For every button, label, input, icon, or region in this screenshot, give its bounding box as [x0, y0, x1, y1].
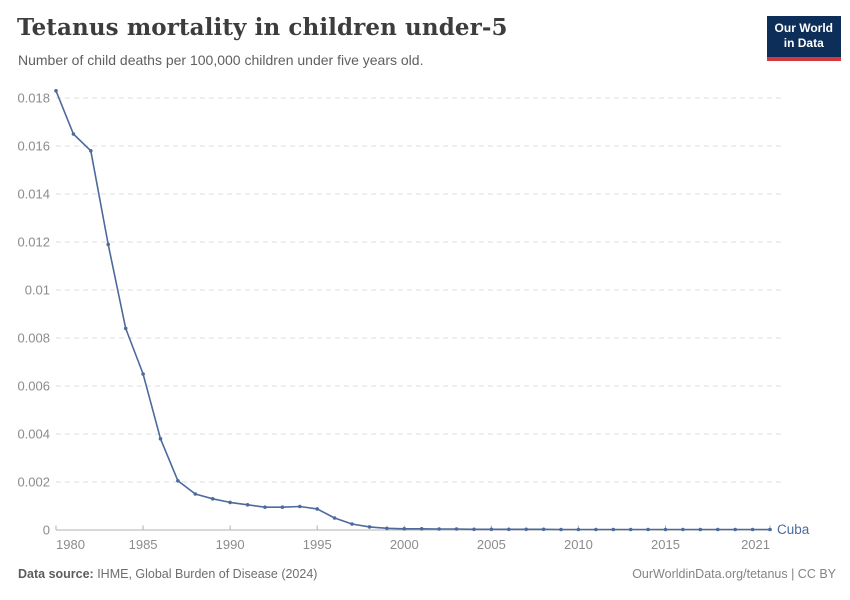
- data-point: [646, 527, 650, 532]
- owid-logo-line2: in Data: [783, 36, 824, 51]
- x-tick-label: 1995: [303, 537, 332, 552]
- data-point: [768, 527, 772, 532]
- data-point: [385, 526, 389, 531]
- y-tick-label: 0: [43, 523, 50, 538]
- data-point: [541, 527, 546, 532]
- data-point: [663, 527, 668, 532]
- data-point: [71, 132, 76, 136]
- data-point: [750, 527, 755, 532]
- data-point: [332, 516, 337, 520]
- y-tick-label: 0.014: [17, 187, 50, 202]
- data-point: [176, 479, 180, 483]
- y-tick-label: 0.018: [17, 91, 50, 106]
- data-point: [454, 527, 459, 531]
- y-tick-label: 0.008: [17, 331, 50, 346]
- data-point: [437, 527, 441, 531]
- data-point: [489, 527, 494, 532]
- data-point: [158, 437, 163, 441]
- credit-line: OurWorldinData.org/tetanus | CC BY: [632, 567, 836, 581]
- chart-title: Tetanus mortality in children under-5: [17, 14, 508, 41]
- x-tick-label: 1990: [216, 537, 245, 552]
- data-point: [350, 522, 354, 526]
- data-point: [54, 89, 58, 93]
- data-point: [628, 527, 633, 532]
- owid-logo-line1: Our World: [774, 21, 833, 35]
- data-source-label: Data source:: [18, 567, 94, 581]
- owid-logo: Our World in Data: [766, 16, 841, 61]
- data-point: [698, 527, 703, 532]
- data-point: [367, 525, 372, 529]
- y-tick-label: 0.006: [17, 379, 50, 394]
- data-point: [89, 149, 93, 153]
- data-point: [716, 527, 720, 532]
- data-point: [402, 527, 407, 531]
- data-point: [576, 527, 581, 532]
- data-point: [210, 497, 215, 501]
- data-point: [472, 527, 476, 532]
- y-tick-label: 0.012: [17, 235, 50, 250]
- x-tick-label: 2021: [741, 537, 770, 552]
- data-point: [315, 507, 320, 511]
- data-point: [681, 527, 685, 532]
- y-tick-label: 0.016: [17, 139, 50, 154]
- data-point: [507, 527, 511, 532]
- data-point: [280, 505, 285, 510]
- chart-subtitle: Number of child deaths per 100,000 child…: [18, 52, 424, 68]
- data-point: [298, 504, 302, 509]
- data-point: [263, 505, 267, 510]
- y-tick-label: 0.002: [17, 475, 50, 490]
- x-tick-label: 2010: [564, 537, 593, 552]
- trend-line: [55, 90, 770, 531]
- data-point: [524, 527, 528, 532]
- y-tick-label: 0.004: [17, 427, 50, 442]
- data-point: [594, 527, 598, 532]
- data-source: Data source: IHME, Global Burden of Dise…: [18, 567, 317, 581]
- data-point: [193, 492, 198, 496]
- x-tick-label: 2000: [390, 537, 419, 552]
- data-point: [228, 500, 232, 505]
- chart-footer: Data source: IHME, Global Burden of Dise…: [18, 567, 836, 581]
- data-point: [733, 527, 737, 532]
- data-point: [559, 527, 563, 532]
- data-point: [106, 242, 110, 247]
- x-tick-label: 2005: [477, 537, 506, 552]
- data-source-text: IHME, Global Burden of Disease (2024): [93, 567, 318, 581]
- x-tick-label: 2015: [651, 537, 680, 552]
- x-tick-label: 1980: [56, 537, 85, 552]
- series-label-cuba: Cuba: [777, 522, 810, 537]
- data-point: [611, 527, 616, 532]
- data-point: [123, 326, 128, 331]
- x-tick-label: 1985: [129, 537, 158, 552]
- y-tick-label: 0.01: [25, 283, 50, 298]
- data-point: [245, 503, 250, 507]
- data-point: [141, 372, 145, 376]
- data-point: [419, 527, 424, 531]
